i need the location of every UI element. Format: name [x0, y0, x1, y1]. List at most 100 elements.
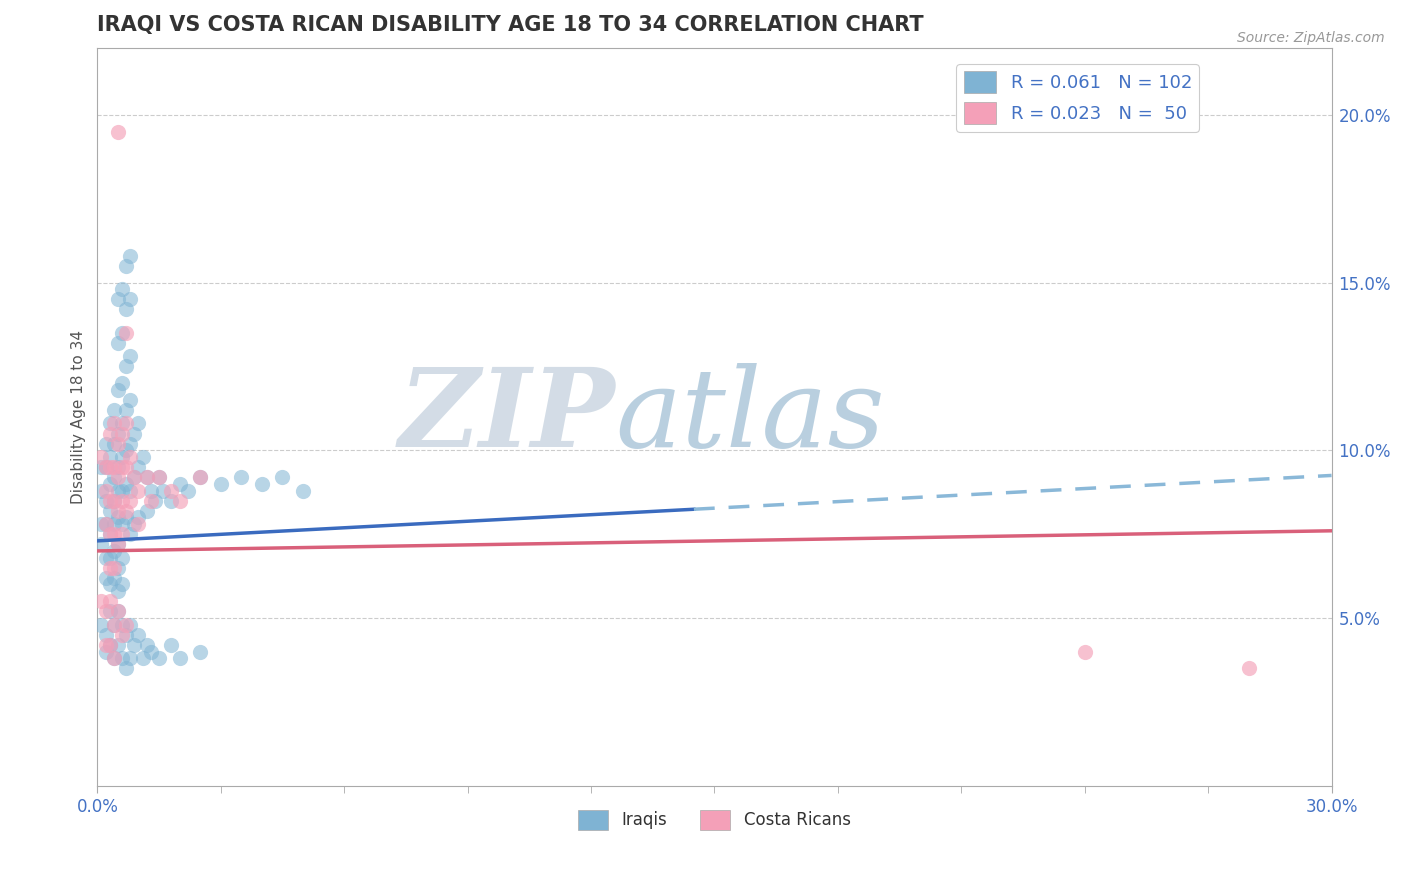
Point — [128, 628, 150, 642]
Point — [188, 644, 211, 658]
Point — [103, 403, 125, 417]
Point — [90, 537, 112, 551]
Text: ZIP: ZIP — [399, 363, 616, 470]
Point — [103, 651, 125, 665]
Point — [90, 483, 112, 498]
Point — [103, 417, 125, 431]
Point — [120, 617, 142, 632]
Point — [148, 651, 170, 665]
Point — [103, 517, 125, 532]
Point — [160, 638, 183, 652]
Point — [111, 326, 134, 340]
Point — [169, 493, 191, 508]
Point — [115, 460, 138, 475]
Text: IRAQI VS COSTA RICAN DISABILITY AGE 18 TO 34 CORRELATION CHART: IRAQI VS COSTA RICAN DISABILITY AGE 18 T… — [97, 15, 924, 35]
Point — [120, 493, 142, 508]
Point — [98, 450, 121, 464]
Point — [120, 651, 142, 665]
Point — [177, 483, 200, 498]
Point — [124, 470, 146, 484]
Point — [90, 617, 112, 632]
Point — [107, 503, 129, 517]
Point — [90, 460, 112, 475]
Point — [111, 450, 134, 464]
Point — [103, 571, 125, 585]
Point — [128, 517, 150, 532]
Point — [111, 460, 134, 475]
Point — [107, 383, 129, 397]
Point — [107, 426, 129, 441]
Point — [94, 483, 117, 498]
Point — [107, 293, 129, 307]
Point — [128, 417, 150, 431]
Point — [98, 426, 121, 441]
Point — [115, 661, 138, 675]
Point — [115, 359, 138, 374]
Point — [271, 470, 294, 484]
Point — [98, 604, 121, 618]
Point — [107, 537, 129, 551]
Point — [111, 282, 134, 296]
Point — [111, 376, 134, 391]
Point — [107, 483, 129, 498]
Point — [94, 517, 117, 532]
Point — [128, 483, 150, 498]
Point — [94, 493, 117, 508]
Point — [139, 644, 162, 658]
Point — [103, 436, 125, 450]
Point — [124, 426, 146, 441]
Point — [90, 517, 112, 532]
Point — [148, 470, 170, 484]
Point — [107, 436, 129, 450]
Point — [98, 476, 121, 491]
Point — [107, 638, 129, 652]
Point — [107, 335, 129, 350]
Point — [94, 436, 117, 450]
Point — [120, 436, 142, 450]
Point — [152, 483, 174, 498]
Point — [115, 417, 138, 431]
Point — [115, 443, 138, 458]
Point — [148, 470, 170, 484]
Point — [103, 460, 125, 475]
Point — [107, 510, 129, 524]
Point — [120, 450, 142, 464]
Point — [143, 493, 166, 508]
Point — [120, 527, 142, 541]
Point — [115, 259, 138, 273]
Point — [107, 604, 129, 618]
Point — [115, 403, 138, 417]
Point — [94, 550, 117, 565]
Point — [124, 517, 146, 532]
Point — [135, 470, 157, 484]
Point — [128, 510, 150, 524]
Point — [90, 450, 112, 464]
Point — [1239, 661, 1261, 675]
Point — [111, 651, 134, 665]
Point — [131, 450, 153, 464]
Point — [292, 483, 315, 498]
Point — [103, 493, 125, 508]
Point — [107, 604, 129, 618]
Point — [115, 628, 138, 642]
Point — [94, 628, 117, 642]
Point — [107, 537, 129, 551]
Point — [103, 617, 125, 632]
Point — [98, 560, 121, 574]
Point — [135, 503, 157, 517]
Point — [103, 493, 125, 508]
Point — [115, 302, 138, 317]
Point — [98, 417, 121, 431]
Point — [160, 493, 183, 508]
Point — [98, 594, 121, 608]
Point — [111, 628, 134, 642]
Point — [120, 293, 142, 307]
Point — [98, 460, 121, 475]
Point — [111, 527, 134, 541]
Point — [139, 483, 162, 498]
Point — [90, 594, 112, 608]
Point — [111, 577, 134, 591]
Point — [131, 651, 153, 665]
Point — [115, 617, 138, 632]
Point — [111, 493, 134, 508]
